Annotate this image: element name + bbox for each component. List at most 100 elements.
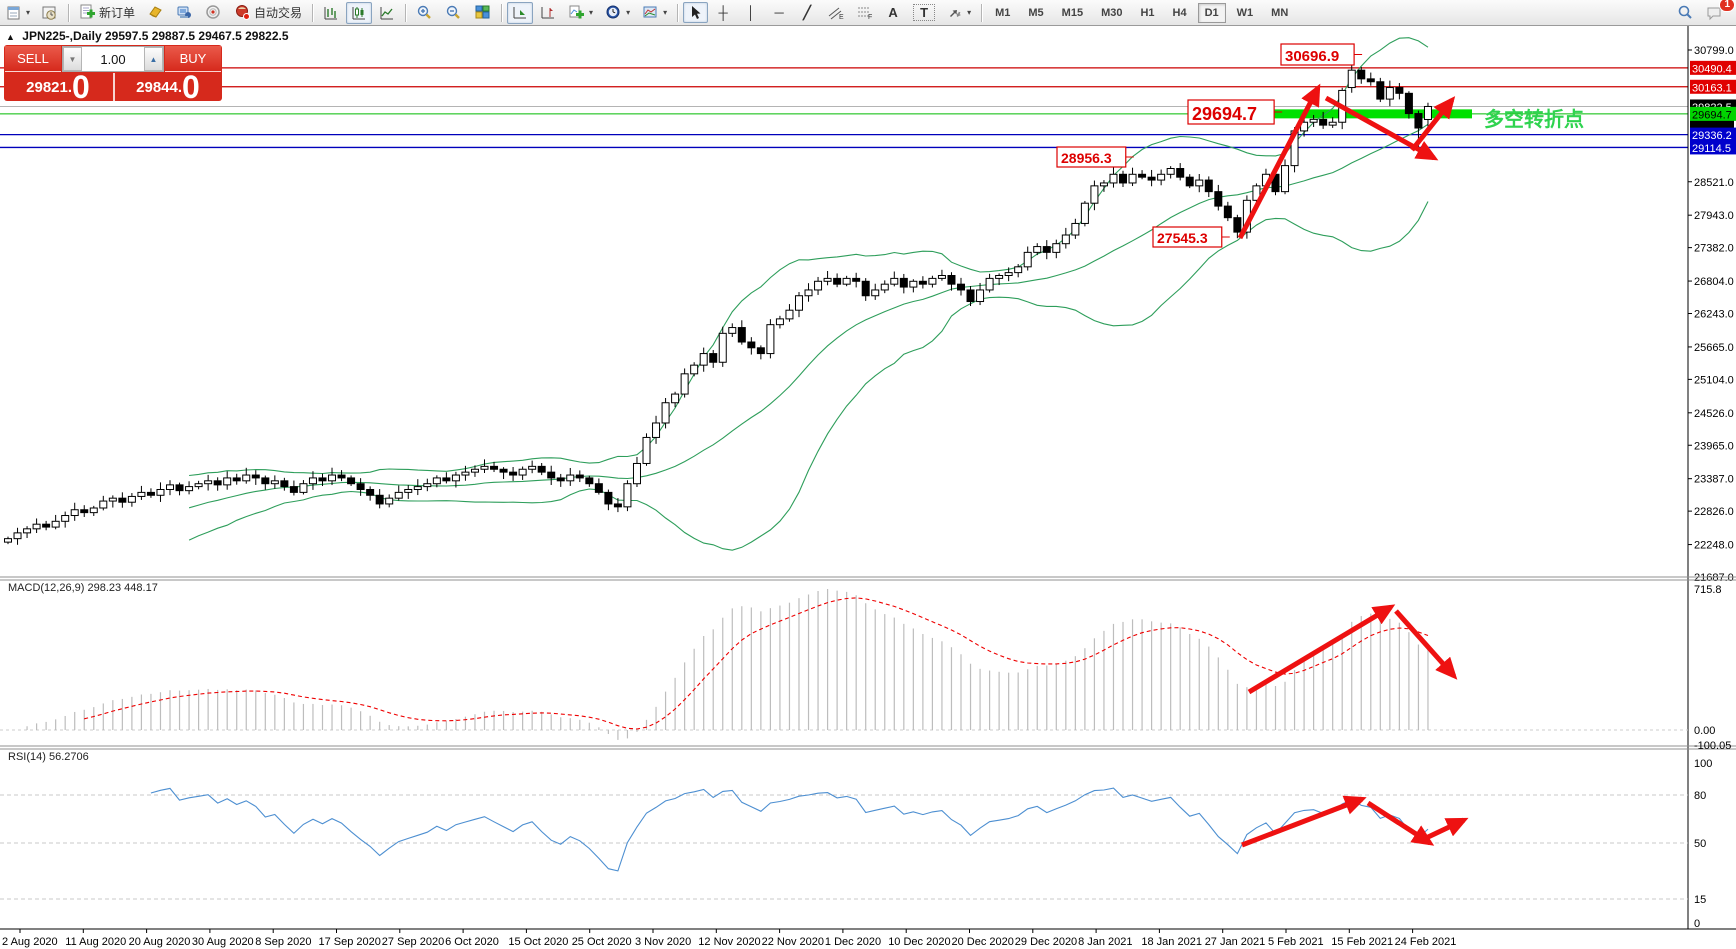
svg-text:29694.7: 29694.7 bbox=[1692, 109, 1732, 121]
indicators-button[interactable]: ▾ bbox=[563, 1, 598, 24]
chevron-down-icon: ▾ bbox=[626, 8, 631, 17]
candle-chart-button[interactable] bbox=[346, 1, 373, 24]
time-axis[interactable]: 2 Aug 2020 11 Aug 2020 20 Aug 2020 30 Aug 2… bbox=[2, 929, 1456, 948]
macd-pane: 715.8 0.00 -100.05 bbox=[0, 584, 1731, 752]
one-click-trade-panel: SELL ▼ 1.00 ▲ BUY 29821. 0 29844. 0 bbox=[4, 45, 222, 105]
svg-text:11 Aug 2020: 11 Aug 2020 bbox=[65, 936, 126, 948]
arrows-icon bbox=[950, 10, 962, 17]
fibonacci-button[interactable]: F bbox=[851, 2, 878, 23]
chart-shift-icon bbox=[541, 6, 555, 18]
arrows-tool-button[interactable]: ▾ bbox=[942, 2, 976, 23]
svg-text:15 Oct 2020: 15 Oct 2020 bbox=[508, 936, 568, 948]
new-order-button[interactable]: 新订单 bbox=[74, 1, 140, 24]
zoom-in-button[interactable] bbox=[411, 1, 438, 24]
volume-down-button[interactable]: ▼ bbox=[63, 47, 82, 71]
crosshair-button[interactable]: ┼ bbox=[710, 2, 736, 23]
volume-stepper: ▼ 1.00 ▲ bbox=[62, 46, 164, 72]
notifications-button[interactable]: 1 bbox=[1701, 0, 1735, 24]
volume-up-button[interactable]: ▲ bbox=[144, 47, 163, 71]
buy-price[interactable]: 29844. 0 bbox=[113, 71, 221, 103]
sell-button[interactable]: SELL bbox=[5, 46, 61, 72]
charts-icon-button[interactable]: ▾ bbox=[1, 2, 35, 24]
terminal-button[interactable] bbox=[171, 1, 198, 24]
channel-button[interactable]: E bbox=[822, 2, 849, 23]
channel-icon: E bbox=[828, 7, 844, 20]
svg-text:27 Sep 2020: 27 Sep 2020 bbox=[382, 936, 444, 948]
svg-text:27382.0: 27382.0 bbox=[1694, 243, 1734, 255]
buy-button[interactable]: BUY bbox=[165, 46, 221, 72]
vline-icon: │ bbox=[747, 5, 756, 20]
tile-windows-button[interactable] bbox=[469, 1, 496, 24]
candle-chart-icon bbox=[352, 6, 366, 19]
annotations-layer[interactable]: 30696.9 29694.7 28956.3 27545.3 多空转折点 bbox=[1056, 43, 1584, 248]
chart-title: ▲ JPN225-,Daily 29597.5 29887.5 29467.5 … bbox=[6, 29, 289, 43]
svg-text:17 Sep 2020: 17 Sep 2020 bbox=[319, 936, 381, 948]
metaeditor-button[interactable] bbox=[142, 1, 169, 24]
bar-chart-button[interactable] bbox=[318, 2, 344, 24]
svg-text:30696.9: 30696.9 bbox=[1285, 48, 1339, 65]
svg-text:8 Jan 2021: 8 Jan 2021 bbox=[1078, 936, 1132, 948]
svg-text:29694.7: 29694.7 bbox=[1192, 104, 1257, 124]
templates-button[interactable]: ▾ bbox=[637, 1, 672, 24]
collapse-triangle-icon: ▲ bbox=[6, 32, 15, 42]
symbol-period-label: JPN225-,Daily bbox=[22, 29, 102, 43]
zoom-out-button[interactable] bbox=[440, 1, 467, 24]
templates-icon bbox=[643, 6, 657, 18]
svg-text:21687.0: 21687.0 bbox=[1694, 572, 1734, 584]
svg-text:12 Nov 2020: 12 Nov 2020 bbox=[698, 936, 760, 948]
label-button[interactable]: T bbox=[908, 1, 940, 24]
trend-arrow bbox=[1410, 96, 1456, 152]
periods-button[interactable]: ▾ bbox=[600, 1, 635, 24]
search-button[interactable] bbox=[1672, 1, 1699, 24]
svg-text:22 Nov 2020: 22 Nov 2020 bbox=[762, 936, 824, 948]
trendline-button[interactable]: ╱ bbox=[794, 2, 820, 24]
autotrading-button[interactable]: 自动交易 bbox=[229, 1, 307, 24]
ohlc-values: 29597.5 29887.5 29467.5 29822.5 bbox=[105, 29, 289, 43]
tf-m5[interactable]: M5 bbox=[1028, 6, 1044, 19]
profiles-button[interactable] bbox=[37, 2, 63, 24]
line-chart-icon bbox=[380, 6, 394, 19]
zoom-in-icon bbox=[417, 5, 431, 19]
tf-w1[interactable]: W1 bbox=[1236, 6, 1254, 19]
tf-d1[interactable]: D1 bbox=[1197, 2, 1226, 23]
terminal-icon bbox=[177, 6, 192, 18]
tf-h1[interactable]: H1 bbox=[1140, 6, 1155, 19]
vline-button[interactable]: │ bbox=[738, 2, 764, 23]
svg-text:15: 15 bbox=[1694, 894, 1706, 906]
svg-text:6 Oct 2020: 6 Oct 2020 bbox=[445, 936, 499, 948]
chart-shift-button[interactable] bbox=[535, 2, 561, 24]
autoscroll-button[interactable] bbox=[507, 1, 534, 24]
metaeditor-icon bbox=[149, 6, 162, 18]
svg-text:22826.0: 22826.0 bbox=[1694, 506, 1734, 518]
svg-text:715.8: 715.8 bbox=[1694, 584, 1722, 596]
chevron-down-icon: ▾ bbox=[589, 8, 594, 17]
fibonacci-icon: F bbox=[858, 7, 872, 20]
toolbar-separator bbox=[405, 3, 407, 22]
svg-text:23387.0: 23387.0 bbox=[1694, 474, 1734, 486]
profiles-icon bbox=[42, 6, 56, 20]
toolbar-separator bbox=[312, 3, 314, 22]
text-button[interactable]: A bbox=[880, 2, 906, 23]
tf-m30[interactable]: M30 bbox=[1101, 6, 1123, 19]
svg-text:0: 0 bbox=[1694, 918, 1700, 930]
svg-text:30490.4: 30490.4 bbox=[1692, 63, 1732, 75]
new-order-label: 新订单 bbox=[99, 6, 136, 20]
tf-m1[interactable]: M1 bbox=[995, 6, 1011, 19]
line-chart-button[interactable] bbox=[374, 2, 400, 24]
hline-button[interactable]: ─ bbox=[766, 2, 792, 23]
volume-input[interactable]: 1.00 bbox=[82, 47, 144, 71]
tf-m15[interactable]: M15 bbox=[1061, 6, 1084, 19]
trendline-icon: ╱ bbox=[803, 4, 811, 20]
cursor-button[interactable] bbox=[683, 2, 709, 23]
candles-layer bbox=[4, 55, 1432, 545]
sell-price[interactable]: 29821. 0 bbox=[26, 69, 90, 105]
tf-mn[interactable]: MN bbox=[1271, 6, 1289, 19]
price-axis[interactable]: 30799.0 28521.0 27943.0 27382.0 26804.0 26243… bbox=[0, 26, 1736, 930]
timeframe-group: M1 M5 M15 M30 H1 H4 D1 W1 MN bbox=[986, 1, 1297, 25]
svg-text:1 Dec 2020: 1 Dec 2020 bbox=[825, 936, 881, 948]
tf-h4[interactable]: H4 bbox=[1172, 6, 1187, 19]
signals-button[interactable] bbox=[200, 1, 227, 24]
charts-icon bbox=[7, 6, 20, 19]
